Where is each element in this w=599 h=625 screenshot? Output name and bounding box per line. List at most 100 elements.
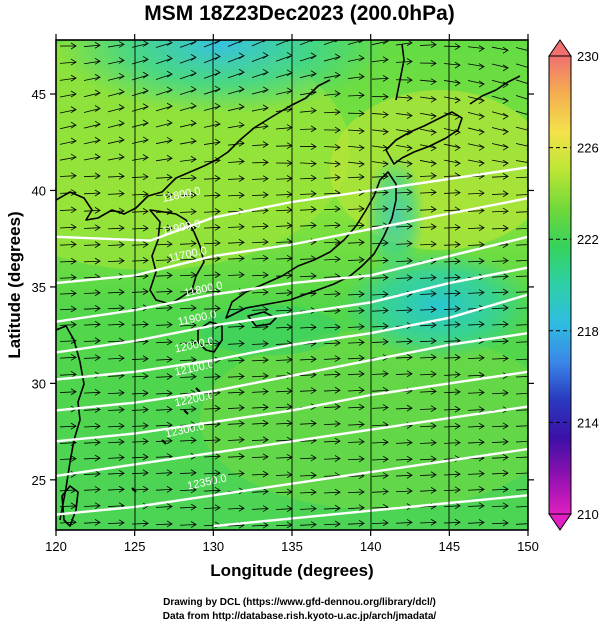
wind-vector (179, 342, 197, 344)
wind-vector-head (214, 436, 221, 444)
wind-vector (203, 88, 221, 95)
wind-vector-head (334, 403, 341, 411)
wind-vector (299, 422, 317, 425)
wind-vector (443, 192, 461, 194)
wind-vector-head (142, 103, 149, 111)
wind-vector (299, 91, 317, 96)
wind-vector-head (142, 208, 149, 215)
x-tick-label: 140 (360, 539, 382, 554)
wind-vector-head (454, 388, 461, 396)
wind-vector (203, 376, 221, 378)
wind-vector (395, 474, 413, 477)
wind-vector (83, 244, 101, 246)
colorbar-scale (548, 55, 572, 515)
wind-vector (491, 323, 509, 326)
wind-vector-head (454, 189, 461, 197)
wind-vector (347, 341, 365, 344)
wind-vector-head (406, 404, 413, 412)
wind-vector (299, 508, 317, 510)
wind-vector (419, 340, 437, 343)
wind-vector-head (94, 439, 101, 446)
wind-vector-head (166, 338, 173, 346)
wind-vector (59, 373, 77, 376)
wind-vector (107, 307, 125, 310)
wind-vector-head (382, 274, 389, 281)
wind-vector-head (70, 206, 77, 214)
wind-vector-head (478, 438, 485, 446)
wind-vector (275, 274, 293, 277)
wind-vector-head (238, 52, 245, 60)
wind-vector-head (502, 46, 509, 54)
wind-vector (491, 210, 509, 213)
wind-vector (467, 323, 485, 326)
wind-vector-head (142, 485, 149, 493)
wind-vector-head (118, 389, 125, 397)
wind-vector (347, 94, 365, 97)
wind-vector-head (310, 355, 317, 363)
wind-vector-head (334, 520, 341, 528)
wind-vector-head (334, 174, 341, 181)
wind-vector (371, 208, 389, 210)
wind-vector-head (142, 256, 149, 264)
wind-vector-head (502, 304, 509, 312)
wind-vector-head (310, 272, 317, 280)
wind-vector (251, 55, 269, 62)
wind-vector-head (310, 52, 317, 60)
wind-vector-head (406, 274, 413, 282)
wind-vector-head (454, 422, 461, 430)
wind-vector (107, 107, 125, 113)
wind-vector (515, 95, 528, 100)
wind-vector (203, 507, 221, 509)
wind-vector (107, 139, 125, 144)
wind-vector-head (94, 320, 101, 328)
wind-vector-head (454, 289, 461, 297)
wind-vector-head (262, 470, 269, 478)
wind-vector (347, 310, 365, 312)
wind-vector-head (238, 470, 245, 477)
wind-vector (179, 177, 197, 180)
wind-vector-head (94, 105, 101, 112)
wind-vector-head (238, 436, 245, 444)
wind-vector (347, 406, 365, 409)
wind-vector (107, 522, 125, 524)
wind-vector (107, 291, 125, 294)
wind-vector-head (478, 422, 485, 430)
wind-vector (83, 340, 101, 342)
wind-vector (251, 343, 269, 345)
wind-vector (491, 291, 509, 294)
wind-vector-head (142, 87, 149, 95)
wind-vector-head (478, 189, 485, 197)
wind-vector-head (430, 41, 437, 48)
wind-vector-head (310, 471, 317, 479)
wind-vector (275, 72, 293, 78)
wind-vector-head (70, 388, 77, 396)
wind-vector-head (382, 438, 389, 446)
wind-vector-head (382, 472, 389, 479)
wind-vector-head (334, 108, 341, 116)
wind-vector (107, 425, 125, 428)
wind-vector-head (190, 191, 197, 199)
wind-vector-head (142, 422, 149, 430)
wind-vector (179, 376, 197, 378)
wind-vector-head (70, 353, 77, 361)
wind-vector (419, 112, 437, 117)
wind-vector-head (406, 58, 413, 65)
wind-vector (251, 406, 269, 409)
wind-vector (227, 359, 245, 362)
wind-vector-head (262, 340, 269, 348)
wind-vector-head (118, 354, 125, 362)
wind-vector (467, 96, 485, 101)
wind-vector (227, 241, 245, 244)
wind-vector-head (94, 207, 101, 214)
wind-vector-head (70, 42, 77, 50)
wind-vector (275, 343, 293, 345)
wind-vector (419, 277, 437, 279)
wind-vector (467, 260, 485, 263)
wind-vector (203, 258, 221, 260)
colorbar-tick-label: 214 (577, 415, 599, 430)
wind-vector-head (238, 322, 245, 330)
wind-vector-head (478, 257, 485, 265)
wind-vector-head (358, 488, 365, 496)
wind-vector (491, 143, 509, 148)
wind-vector (227, 439, 245, 441)
